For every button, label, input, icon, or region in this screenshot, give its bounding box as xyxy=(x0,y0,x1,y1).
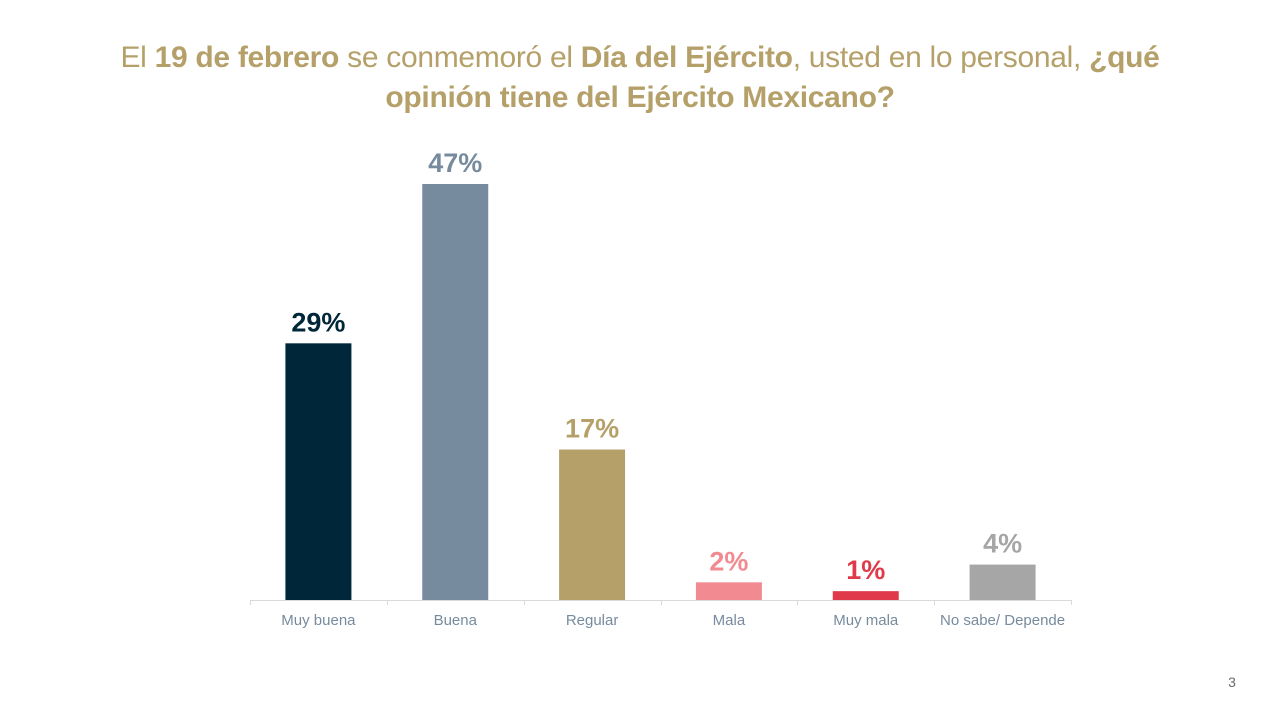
category-label: No sabe/ Depende xyxy=(940,612,1065,629)
title-part: se conmemoró el xyxy=(339,41,581,74)
bar xyxy=(422,184,489,600)
data-label: 4% xyxy=(983,529,1022,559)
bar xyxy=(695,582,762,600)
title-part: El xyxy=(120,41,155,74)
bar xyxy=(969,564,1036,600)
category-label: Muy mala xyxy=(833,612,899,629)
data-label: 29% xyxy=(291,307,345,337)
category-label: Mala xyxy=(713,612,746,629)
title-part: ¿qué opinión tiene del Ejército Mexicano… xyxy=(385,41,1160,114)
bar xyxy=(285,343,352,600)
category-label: Regular xyxy=(566,612,619,629)
chart-title: El 19 de febrero se conmemoró el Día del… xyxy=(100,38,1180,118)
bar xyxy=(559,449,626,600)
bar xyxy=(832,591,899,600)
title-part: , usted en lo personal, xyxy=(792,41,1090,74)
title-part: 19 de febrero xyxy=(154,41,340,74)
data-label: 47% xyxy=(428,148,482,178)
data-label: 2% xyxy=(709,546,748,576)
data-label: 17% xyxy=(565,414,619,444)
page-number: 3 xyxy=(1228,674,1236,690)
category-label: Buena xyxy=(434,612,478,629)
data-label: 1% xyxy=(846,555,885,585)
title-part: Día del Ejército xyxy=(580,41,793,74)
category-label: Muy buena xyxy=(281,612,356,629)
